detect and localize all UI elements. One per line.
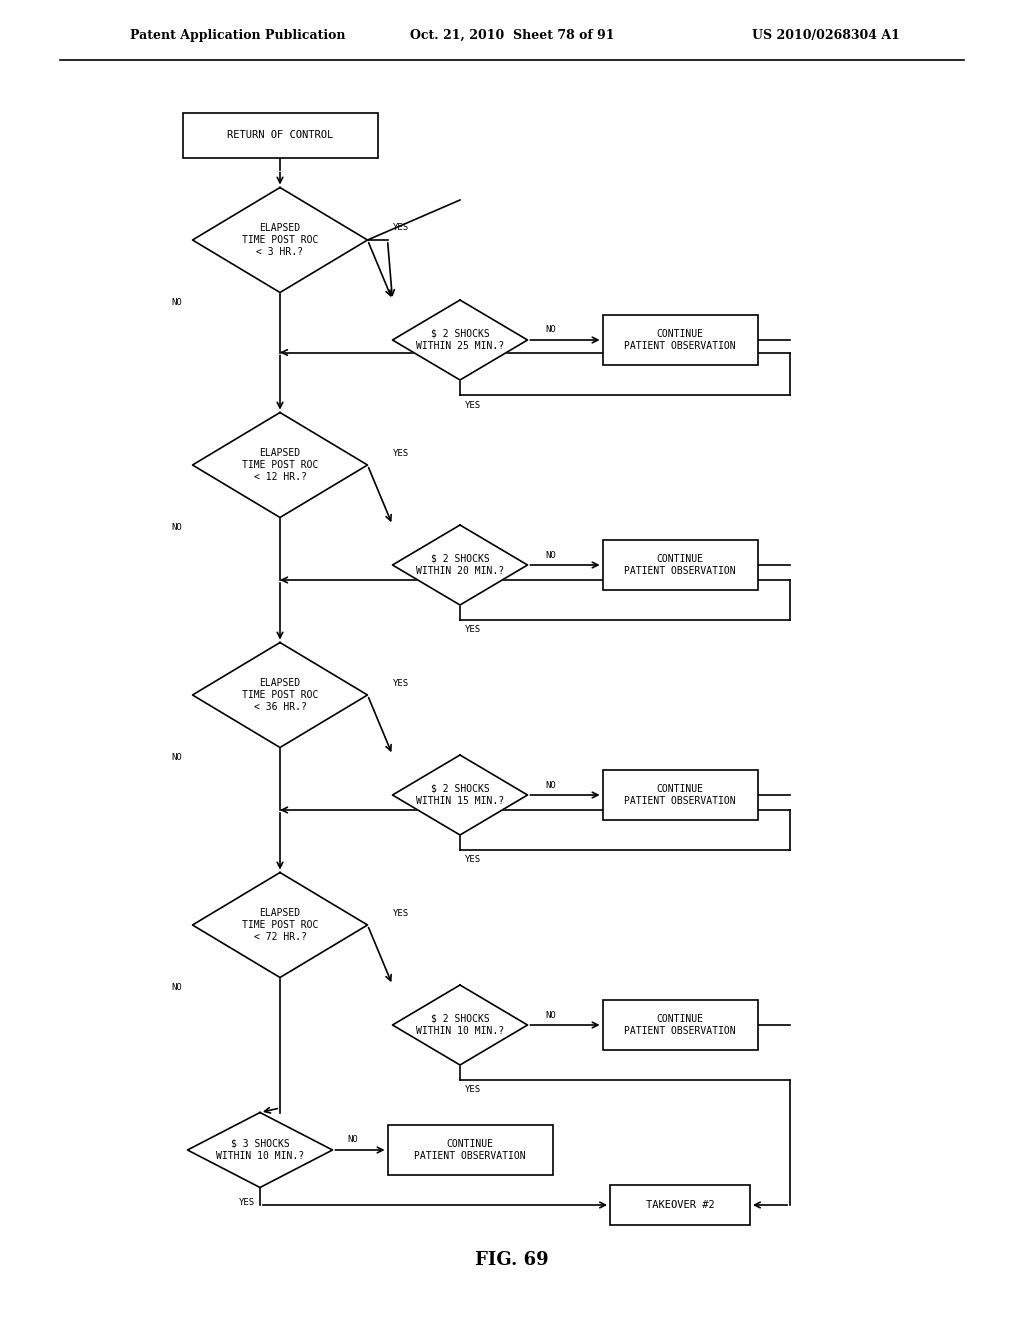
FancyBboxPatch shape — [602, 1001, 758, 1049]
Polygon shape — [187, 1113, 333, 1188]
Polygon shape — [392, 985, 527, 1065]
FancyBboxPatch shape — [387, 1125, 553, 1175]
Text: $ 2 SHOCKS
WITHIN 15 MIN.?: $ 2 SHOCKS WITHIN 15 MIN.? — [416, 784, 504, 807]
Polygon shape — [392, 300, 527, 380]
Text: CONTINUE
PATIENT OBSERVATION: CONTINUE PATIENT OBSERVATION — [625, 554, 736, 577]
FancyBboxPatch shape — [602, 540, 758, 590]
Text: NO: NO — [546, 550, 556, 560]
Text: TAKEOVER #2: TAKEOVER #2 — [645, 1200, 715, 1210]
Text: YES: YES — [392, 678, 409, 688]
Text: CONTINUE
PATIENT OBSERVATION: CONTINUE PATIENT OBSERVATION — [414, 1139, 525, 1162]
Text: FIG. 69: FIG. 69 — [475, 1251, 549, 1269]
Text: NO: NO — [546, 780, 556, 789]
FancyBboxPatch shape — [602, 770, 758, 820]
FancyBboxPatch shape — [602, 315, 758, 366]
Polygon shape — [392, 755, 527, 836]
Text: NO: NO — [347, 1135, 358, 1144]
Polygon shape — [193, 643, 368, 747]
Text: YES: YES — [392, 449, 409, 458]
Text: YES: YES — [465, 1085, 481, 1094]
Text: YES: YES — [465, 626, 481, 635]
Text: NO: NO — [546, 1011, 556, 1019]
Text: $ 2 SHOCKS
WITHIN 10 MIN.?: $ 2 SHOCKS WITHIN 10 MIN.? — [416, 1014, 504, 1036]
Text: YES: YES — [465, 400, 481, 409]
Text: $ 2 SHOCKS
WITHIN 25 MIN.?: $ 2 SHOCKS WITHIN 25 MIN.? — [416, 329, 504, 351]
Text: RETURN OF CONTROL: RETURN OF CONTROL — [227, 129, 333, 140]
Text: ELAPSED
TIME POST ROC
< 36 HR.?: ELAPSED TIME POST ROC < 36 HR.? — [242, 677, 318, 713]
Text: YES: YES — [465, 855, 481, 865]
Text: NO: NO — [172, 298, 182, 308]
Text: NO: NO — [546, 326, 556, 334]
Text: Oct. 21, 2010  Sheet 78 of 91: Oct. 21, 2010 Sheet 78 of 91 — [410, 29, 614, 41]
Text: ELAPSED
TIME POST ROC
< 3 HR.?: ELAPSED TIME POST ROC < 3 HR.? — [242, 223, 318, 257]
Text: CONTINUE
PATIENT OBSERVATION: CONTINUE PATIENT OBSERVATION — [625, 329, 736, 351]
Text: US 2010/0268304 A1: US 2010/0268304 A1 — [752, 29, 900, 41]
Text: ELAPSED
TIME POST ROC
< 12 HR.?: ELAPSED TIME POST ROC < 12 HR.? — [242, 447, 318, 482]
Text: Patent Application Publication: Patent Application Publication — [130, 29, 345, 41]
FancyBboxPatch shape — [182, 112, 378, 157]
Text: YES: YES — [392, 908, 409, 917]
Polygon shape — [193, 412, 368, 517]
Polygon shape — [193, 187, 368, 293]
Text: CONTINUE
PATIENT OBSERVATION: CONTINUE PATIENT OBSERVATION — [625, 1014, 736, 1036]
Text: $ 3 SHOCKS
WITHIN 10 MIN.?: $ 3 SHOCKS WITHIN 10 MIN.? — [216, 1139, 304, 1162]
Text: NO: NO — [172, 523, 182, 532]
FancyBboxPatch shape — [610, 1185, 750, 1225]
Text: YES: YES — [392, 223, 409, 232]
Text: CONTINUE
PATIENT OBSERVATION: CONTINUE PATIENT OBSERVATION — [625, 784, 736, 807]
Text: $ 2 SHOCKS
WITHIN 20 MIN.?: $ 2 SHOCKS WITHIN 20 MIN.? — [416, 554, 504, 577]
Text: ELAPSED
TIME POST ROC
< 72 HR.?: ELAPSED TIME POST ROC < 72 HR.? — [242, 908, 318, 942]
Text: NO: NO — [172, 752, 182, 762]
Text: YES: YES — [239, 1199, 255, 1206]
Text: NO: NO — [172, 983, 182, 993]
Polygon shape — [392, 525, 527, 605]
Polygon shape — [193, 873, 368, 978]
